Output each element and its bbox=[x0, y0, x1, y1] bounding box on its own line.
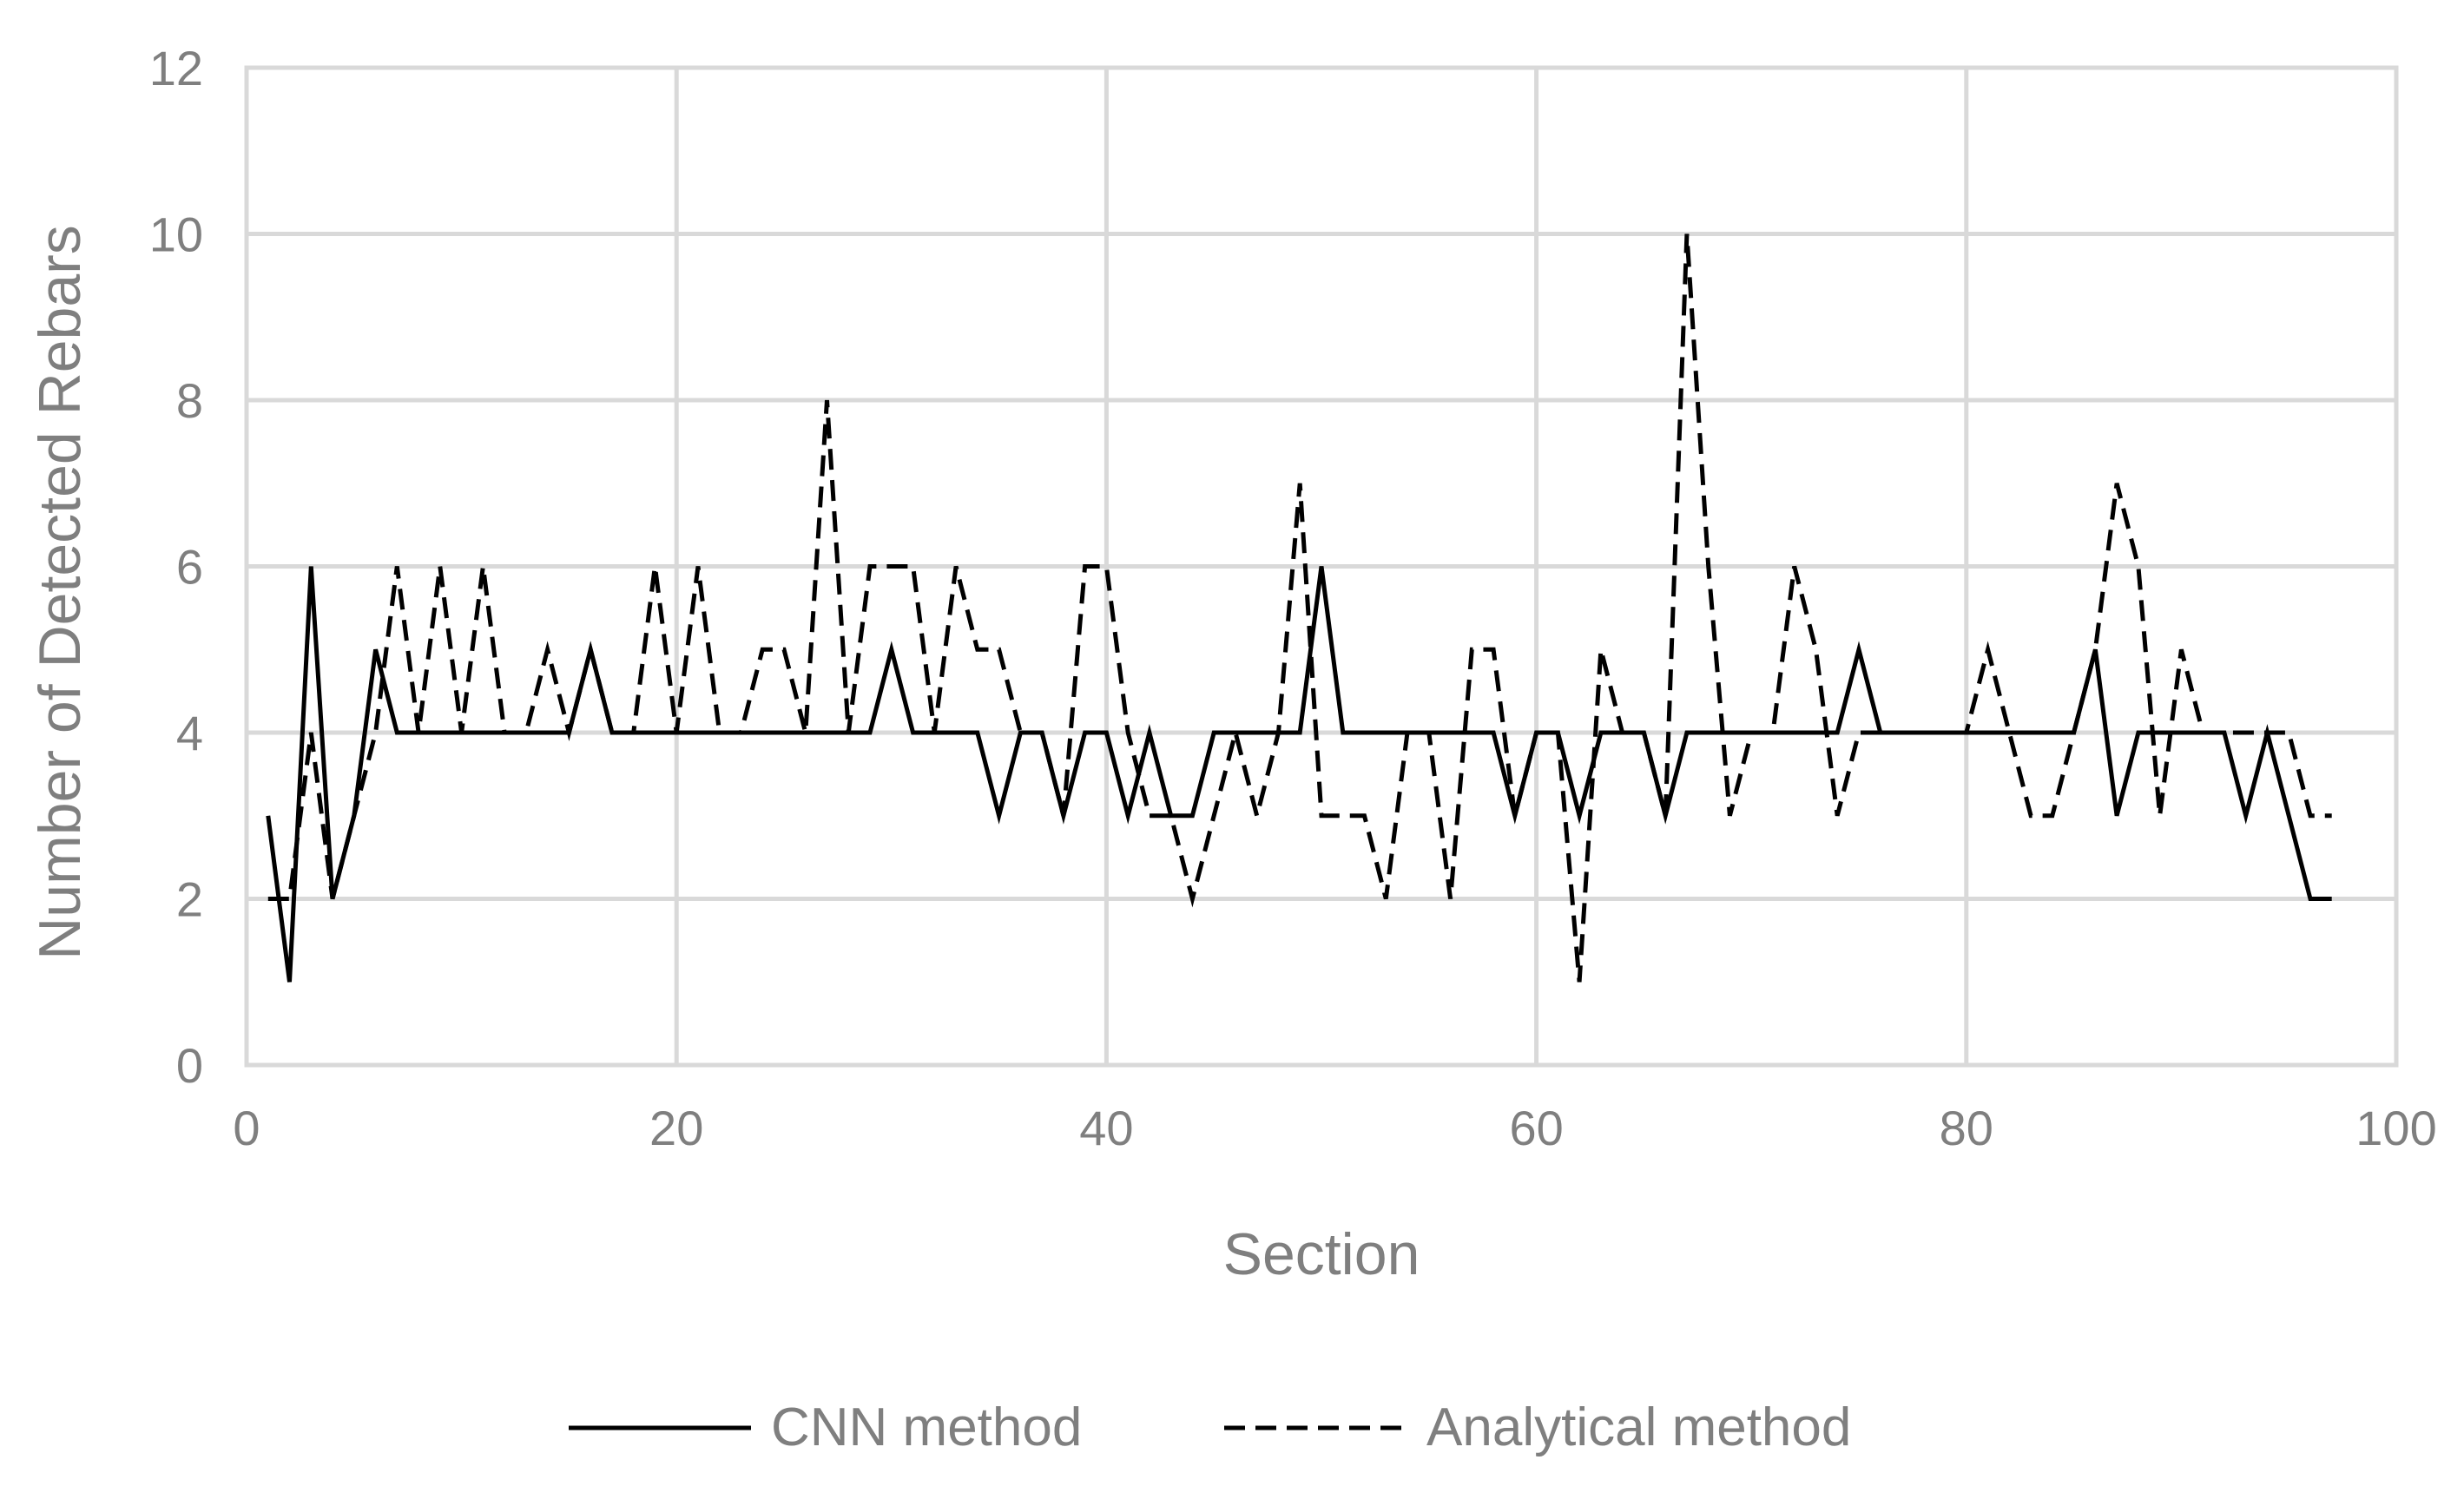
x-tick-label: 100 bbox=[2355, 1101, 2436, 1155]
plot-area-frame bbox=[244, 65, 2399, 1068]
x-tick-label: 0 bbox=[233, 1101, 260, 1155]
x-tick-label: 20 bbox=[649, 1101, 703, 1155]
x-tick-label: 60 bbox=[1509, 1101, 1563, 1155]
series-line-cnn bbox=[266, 566, 2332, 983]
y-tick-label: 0 bbox=[176, 1038, 203, 1093]
x-tick-label: 40 bbox=[1079, 1101, 1133, 1155]
series-lines bbox=[266, 233, 2332, 983]
y-tick-label: 4 bbox=[176, 706, 203, 760]
y-tick-label: 6 bbox=[176, 540, 203, 595]
y-tick-label: 2 bbox=[176, 872, 203, 927]
legend-label: CNN method bbox=[771, 1397, 1082, 1457]
legend: CNN method Analytical method bbox=[569, 1397, 1851, 1457]
x-tick-label: 80 bbox=[1940, 1101, 1993, 1155]
y-tick-label: 10 bbox=[149, 207, 203, 262]
y-tick-label: 12 bbox=[149, 41, 203, 95]
legend-entry: CNN method bbox=[569, 1397, 1082, 1457]
y-axis-title: Number of Detected Rebars bbox=[27, 225, 93, 960]
x-axis-title: Section bbox=[1223, 1221, 1420, 1287]
legend-label: Analytical method bbox=[1426, 1397, 1851, 1457]
legend-entry: Analytical method bbox=[1224, 1397, 1851, 1457]
series-line-analytical bbox=[267, 233, 2332, 983]
y-axis-tick-labels: 0 2 4 6 8 10 12 bbox=[149, 41, 203, 1093]
y-tick-label: 8 bbox=[176, 373, 203, 428]
x-axis-tick-labels: 0 20 40 60 80 100 bbox=[233, 1101, 2436, 1155]
